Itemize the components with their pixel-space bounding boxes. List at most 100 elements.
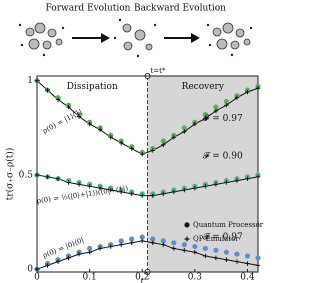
dot <box>208 43 212 47</box>
emulator-line <box>36 240 259 270</box>
emulator-point <box>55 259 61 264</box>
particle <box>212 27 222 37</box>
emulator-point <box>108 244 113 249</box>
emulator-point <box>34 78 40 83</box>
qp-point <box>150 236 156 242</box>
emulator-point <box>108 135 113 140</box>
emulator-point <box>150 193 155 198</box>
x-tick-label: 0.2 <box>135 273 149 283</box>
dot <box>230 53 234 57</box>
qp-point <box>223 249 230 255</box>
particle <box>47 28 57 38</box>
emulator-point <box>45 263 50 268</box>
emulator-point <box>129 146 134 151</box>
emulator-point <box>224 257 229 262</box>
particle <box>235 28 245 38</box>
dot <box>206 23 210 27</box>
legend-marker <box>184 236 190 242</box>
emulator-point <box>203 253 208 259</box>
shade-label: t=t* <box>151 67 166 75</box>
dot <box>118 18 122 22</box>
dot <box>136 54 140 58</box>
emulator-point <box>66 104 71 110</box>
emulator-point <box>161 142 166 147</box>
qp-point <box>202 245 208 252</box>
emulator-point <box>213 182 219 187</box>
particle <box>34 22 46 34</box>
emulator-line <box>36 80 259 155</box>
qp-point <box>160 138 166 144</box>
qp-point <box>192 243 198 250</box>
arrow-head <box>101 33 110 43</box>
emulator-point <box>97 185 103 191</box>
emulator-point <box>182 129 187 134</box>
dot <box>153 23 157 27</box>
emulator-point <box>203 184 208 189</box>
emulator-point <box>55 176 61 181</box>
emulator-point <box>171 189 177 195</box>
emulator-point <box>161 242 166 247</box>
emulator-point <box>234 259 240 264</box>
dot <box>20 43 24 47</box>
emulator-point <box>76 182 82 187</box>
qp-point <box>255 255 261 261</box>
particle <box>134 29 146 41</box>
qp-point <box>234 251 240 257</box>
y-tick-label: 1 <box>27 76 33 86</box>
emulator-line <box>36 174 259 197</box>
emulator-point <box>213 255 219 261</box>
qp-point <box>139 234 145 240</box>
emulator-point <box>108 187 113 193</box>
qp-point <box>181 125 187 131</box>
arrows <box>72 33 200 43</box>
emulator-point <box>255 174 261 180</box>
legend-marker <box>184 222 190 228</box>
diagram-label: Backward Evolution <box>134 4 226 14</box>
emulator-point <box>192 121 198 127</box>
emulator-point <box>45 174 50 180</box>
qp-point <box>244 253 251 259</box>
particle <box>25 27 35 37</box>
y-axis-label: tr(σ₊σ₋ρ(t)) <box>5 148 16 201</box>
emulator-point <box>245 89 250 95</box>
emulator-point <box>192 185 198 191</box>
emulator-point <box>34 172 40 178</box>
x-tick-label: 0.1 <box>82 273 96 283</box>
x-tick-label: 0.3 <box>188 273 203 283</box>
particle <box>122 23 132 33</box>
particle <box>230 40 240 50</box>
emulator-point <box>171 135 177 140</box>
emulator-point <box>34 266 40 272</box>
fidelity-label: 𝓕 = 0.90 <box>203 152 243 162</box>
emulator-point <box>255 263 261 268</box>
emulator-point <box>234 95 240 100</box>
particle <box>28 38 40 50</box>
diagram-label: Forward Evolution <box>46 4 131 14</box>
emulator-point <box>140 152 145 157</box>
legend-label: QP Emulator <box>193 235 239 243</box>
arrow-head <box>191 33 200 43</box>
emulator-point <box>87 250 92 255</box>
emulator-point <box>140 238 145 244</box>
particle <box>55 38 63 46</box>
dot <box>42 53 46 57</box>
y-tick-label: 0 <box>27 265 33 275</box>
emulator-point <box>55 97 61 102</box>
x-tick-label: 0 <box>34 273 40 283</box>
emulator-point <box>182 187 187 193</box>
emulator-point <box>97 246 103 251</box>
particle <box>123 41 133 51</box>
dot <box>18 23 22 27</box>
emulator-point <box>140 193 145 198</box>
emulator-point <box>245 176 250 181</box>
emulator-point <box>76 114 82 119</box>
legend-label: Quantum Processor (QP) <box>193 221 265 229</box>
state-label: ρ(0) = ½(|0⟩+|1⟩)(⟨0|+⟨1|) <box>36 185 128 206</box>
figure: Forward Evolution Backward Evolution t=t… <box>5 4 266 283</box>
emulator-point <box>224 103 229 108</box>
particle <box>216 38 228 50</box>
emulator-point <box>66 180 71 185</box>
emulator-point <box>255 86 261 91</box>
emulator-point <box>87 184 92 189</box>
qp-point <box>181 242 187 248</box>
